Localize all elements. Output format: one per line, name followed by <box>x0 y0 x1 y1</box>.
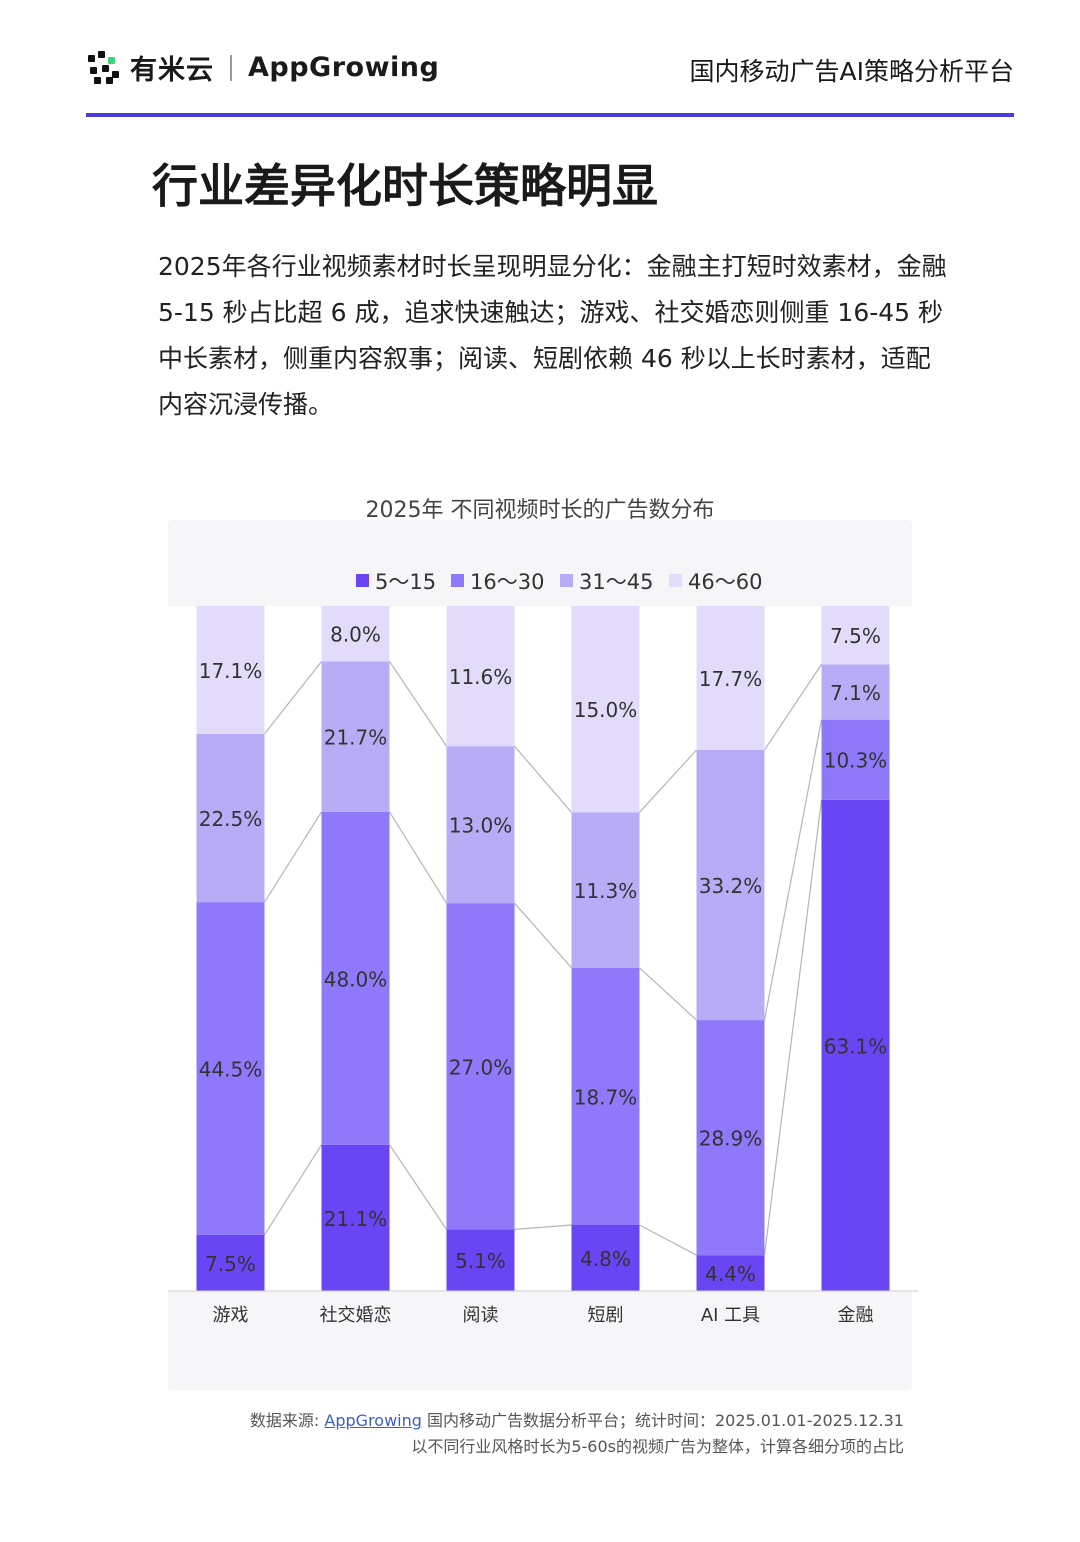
legend-label-2: 31～45 <box>579 570 653 594</box>
connector-line <box>764 664 822 751</box>
legend-label-0: 5～15 <box>375 570 436 594</box>
data-label: 33.2% <box>699 874 763 898</box>
bar-segment <box>821 719 890 800</box>
bar-segment <box>321 1144 390 1291</box>
source-suffix: 国内移动广告数据分析平台；统计时间：2025.01.01-2025.12.31 <box>421 1411 904 1430</box>
data-label: 7.5% <box>830 624 881 648</box>
data-label: 27.0% <box>449 1055 513 1079</box>
data-label: 17.7% <box>699 667 763 691</box>
bar-segment <box>196 733 265 903</box>
data-label: 22.5% <box>199 807 263 831</box>
bar-segment <box>321 606 390 662</box>
intro-paragraph: 2025年各行业视频素材时长呈现明显分化：金融主打短时效素材，金融 5-15 秒… <box>158 252 947 419</box>
brand-logo[interactable]: 有米云 AppGrowing <box>86 48 439 87</box>
bar-segment <box>446 746 515 904</box>
bar-segment <box>571 967 640 1225</box>
source-link[interactable]: AppGrowing <box>324 1411 422 1430</box>
data-label: 28.9% <box>699 1127 763 1151</box>
source-line: 数据来源: AppGrowing 国内移动广告数据分析平台；统计时间：2025.… <box>250 1408 904 1434</box>
legend-swatch-3 <box>669 574 682 587</box>
category-label: 短剧 <box>588 1305 624 1326</box>
bar-segment <box>821 664 890 720</box>
data-label: 18.7% <box>574 1085 638 1109</box>
connector-line <box>639 1224 697 1256</box>
data-label: 11.3% <box>574 879 638 903</box>
data-label: 13.0% <box>449 814 513 838</box>
data-label: 5.1% <box>455 1249 506 1273</box>
legend-swatch-2 <box>560 574 573 587</box>
platform-title: 国内移动广告AI策略分析平台 <box>689 57 1014 86</box>
data-label: 7.5% <box>205 1252 256 1276</box>
data-label: 15.0% <box>574 698 638 722</box>
bar-segment <box>821 606 890 665</box>
data-label: 11.6% <box>449 665 513 689</box>
connector-line <box>514 745 572 813</box>
bar-segment <box>696 606 765 750</box>
data-label: 21.7% <box>324 726 388 750</box>
data-label: 7.1% <box>830 681 881 705</box>
bar-segment <box>696 1020 765 1256</box>
bar-segment <box>196 902 265 1235</box>
connector-line <box>514 1224 572 1230</box>
connector-line <box>639 967 697 1021</box>
connector-line <box>263 811 323 903</box>
legend-swatch-0 <box>356 574 369 587</box>
data-label: 17.1% <box>199 659 263 683</box>
page-title: 行业差异化时长策略明显 <box>152 159 658 213</box>
bar-segment <box>696 749 765 1021</box>
bar-segment <box>571 1224 640 1291</box>
bar-segment <box>571 606 640 813</box>
bar-segment <box>696 1255 765 1291</box>
logo-divider <box>230 54 232 81</box>
connector-line <box>263 1144 323 1236</box>
header: 有米云 AppGrowing 国内移动广告AI策略分析平台 <box>86 44 1014 94</box>
bar-segment <box>321 661 390 812</box>
bar-segment <box>446 1229 515 1291</box>
category-label: AI 工具 <box>701 1305 760 1326</box>
source-note: 数据来源: AppGrowing 国内移动广告数据分析平台；统计时间：2025.… <box>250 1408 904 1460</box>
category-label: 阅读 <box>463 1305 499 1326</box>
source-method: 以不同行业风格时长为5-60s的视频广告为整体，计算各细分项的占比 <box>411 1437 904 1456</box>
logo-mark-icon <box>86 50 120 85</box>
data-label: 4.8% <box>580 1247 631 1271</box>
connector-line <box>763 799 823 1256</box>
bar-segment <box>446 606 515 747</box>
legend-label-3: 46～60 <box>688 570 762 594</box>
data-label: 4.4% <box>705 1262 756 1286</box>
bar-segment <box>571 812 640 968</box>
connector-line <box>389 1144 447 1230</box>
data-label: 48.0% <box>324 967 388 991</box>
source-prefix: 数据来源: <box>249 1411 325 1430</box>
category-label: 游戏 <box>213 1305 249 1326</box>
connector-line <box>264 661 322 735</box>
bar-segment <box>446 903 515 1230</box>
bar-segment <box>196 606 265 734</box>
header-divider <box>86 113 1014 117</box>
bar-segment <box>196 1234 265 1291</box>
connector-line <box>639 749 697 813</box>
data-label: 10.3% <box>824 749 888 773</box>
bar-segment <box>321 811 390 1145</box>
data-label: 8.0% <box>330 623 381 647</box>
connector-line <box>389 661 447 747</box>
legend-swatch-1 <box>451 574 464 587</box>
bar-segment <box>821 799 890 1291</box>
legend-label-1: 16～30 <box>470 570 544 594</box>
connector-line <box>763 719 823 1021</box>
logo-cn-text: 有米云 <box>130 55 214 86</box>
logo-en-text: AppGrowing <box>248 52 440 83</box>
category-label: 金融 <box>838 1305 874 1326</box>
data-label: 44.5% <box>199 1058 263 1082</box>
category-label: 社交婚恋 <box>320 1304 392 1326</box>
data-label: 63.1% <box>824 1034 888 1058</box>
connector-line <box>388 811 448 904</box>
plot-area <box>168 606 918 1291</box>
connector-line <box>514 902 572 969</box>
chart-title: 2025年 不同视频时长的广告数分布 <box>365 498 715 523</box>
data-label: 21.1% <box>324 1207 388 1231</box>
